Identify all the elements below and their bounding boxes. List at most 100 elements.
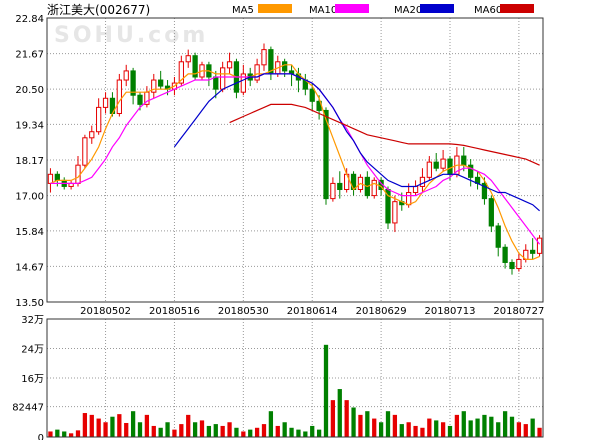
candle-down — [530, 249, 536, 254]
candle-up — [47, 173, 54, 184]
candle-up — [254, 64, 260, 81]
volume-bar-up — [261, 424, 267, 437]
volume-bar-down — [165, 422, 170, 437]
price-y-tick-label: 15.84 — [15, 227, 44, 238]
candle-down — [158, 79, 164, 87]
legend: MA5 MA10 MA20 MA60 — [232, 4, 534, 16]
candle-up — [392, 201, 398, 224]
legend-label-ma60: MA60 — [474, 5, 502, 16]
candle-down — [509, 261, 515, 270]
candle-down — [192, 55, 198, 78]
volume-y-tick-labels: 32万 24万 16万 82447 0 — [12, 315, 44, 440]
volume-bars — [48, 344, 542, 437]
volume-bar-up — [82, 413, 88, 437]
volume-bar-down — [137, 422, 143, 437]
candle-up — [116, 79, 122, 114]
candle-up — [516, 258, 522, 270]
volume-bar-down — [282, 422, 287, 437]
volume-bar-down — [468, 420, 473, 437]
price-y-tick-label: 14.67 — [15, 262, 44, 273]
volume-panel-frame — [46, 318, 544, 438]
candle-up — [96, 106, 102, 133]
volume-bar-up — [440, 422, 446, 437]
candle-up — [185, 55, 191, 63]
volume-bar-down — [378, 422, 384, 437]
volume-bar-up — [144, 414, 150, 437]
candle-down — [323, 109, 329, 200]
volume-bar-down — [447, 425, 453, 437]
candle-up — [240, 73, 246, 93]
price-panel-frame — [46, 17, 544, 303]
candle-up — [426, 161, 432, 178]
price-y-tick-label: 21.67 — [15, 50, 44, 61]
volume-bar-down — [399, 424, 404, 437]
volume-bar-up — [179, 424, 184, 437]
volume-bar-down — [268, 411, 274, 437]
candle-up — [261, 49, 267, 66]
volume-bar-down — [158, 427, 163, 437]
candle-down — [54, 173, 60, 181]
volume-y-tick-label: 0 — [38, 433, 44, 440]
volume-bar-up — [523, 424, 528, 437]
candle-down — [447, 158, 453, 175]
candle-up — [419, 176, 426, 187]
x-tick-label: 20180516 — [149, 306, 200, 317]
volume-bar-down — [482, 414, 487, 437]
series-line-ma60 — [229, 103, 540, 166]
volume-bar-down — [303, 431, 308, 437]
price-y-tick-labels: 22.84 21.67 20.50 19.34 18.17 17.00 15.84 14.67… — [15, 14, 44, 309]
candle-up — [123, 70, 129, 81]
volume-bar-down — [475, 418, 480, 437]
candle-down — [309, 88, 315, 102]
volume-y-tick-label: 24万 — [21, 345, 44, 356]
x-tick-label: 20180502 — [80, 306, 131, 317]
volume-bar-down — [55, 429, 60, 437]
volume-bar-up — [275, 425, 280, 437]
volume-bar-up — [516, 422, 522, 437]
candle-down — [130, 70, 136, 96]
volume-bar-up — [537, 427, 542, 437]
candle-down — [433, 161, 439, 169]
candle-down — [137, 94, 143, 105]
volume-bar-up — [427, 418, 432, 437]
volume-bar-down — [213, 424, 218, 437]
x-tick-label: 20180629 — [356, 306, 407, 317]
volume-bar-up — [117, 414, 122, 437]
volume-bar-down — [310, 425, 315, 437]
volume-bar-up — [241, 431, 246, 437]
volume-bar-down — [530, 418, 535, 437]
candle-up — [406, 192, 412, 206]
volume-bar-up — [199, 420, 205, 437]
moving-average-lines — [50, 64, 541, 260]
candle-down — [213, 76, 219, 90]
watermark: SOHU.com — [54, 23, 208, 48]
price-y-tick-label: 19.34 — [15, 120, 44, 131]
series-line-ma20 — [173, 73, 540, 212]
volume-y-tick-label: 32万 — [21, 315, 44, 326]
legend-swatch-ma10 — [335, 4, 369, 13]
volume-bar-down — [62, 431, 67, 437]
legend-swatch-ma20 — [420, 4, 454, 13]
volume-bar-up — [89, 414, 94, 437]
candle-up — [330, 182, 336, 200]
candle-up — [151, 79, 157, 93]
volume-bar-down — [351, 407, 356, 437]
x-tick-label: 20180530 — [218, 306, 269, 317]
legend-swatch-ma60 — [500, 4, 534, 13]
candle-up — [412, 185, 419, 194]
candle-up — [371, 179, 377, 197]
volume-bar-down — [502, 411, 508, 437]
x-tick-label: 20180713 — [425, 306, 476, 317]
volume-bar-up — [48, 431, 53, 437]
candle-down — [337, 182, 343, 190]
volume-bar-up — [254, 427, 260, 437]
volume-y-tick-label: 82447 — [12, 403, 44, 414]
volume-bar-up — [227, 422, 232, 437]
legend-swatch-ma5 — [258, 4, 292, 13]
volume-bar-down — [192, 422, 198, 437]
chart-title: 浙江美大(002677) — [47, 3, 150, 17]
candle-down — [488, 198, 494, 227]
volume-bar-down — [461, 411, 466, 437]
volume-bar-up — [330, 400, 336, 437]
